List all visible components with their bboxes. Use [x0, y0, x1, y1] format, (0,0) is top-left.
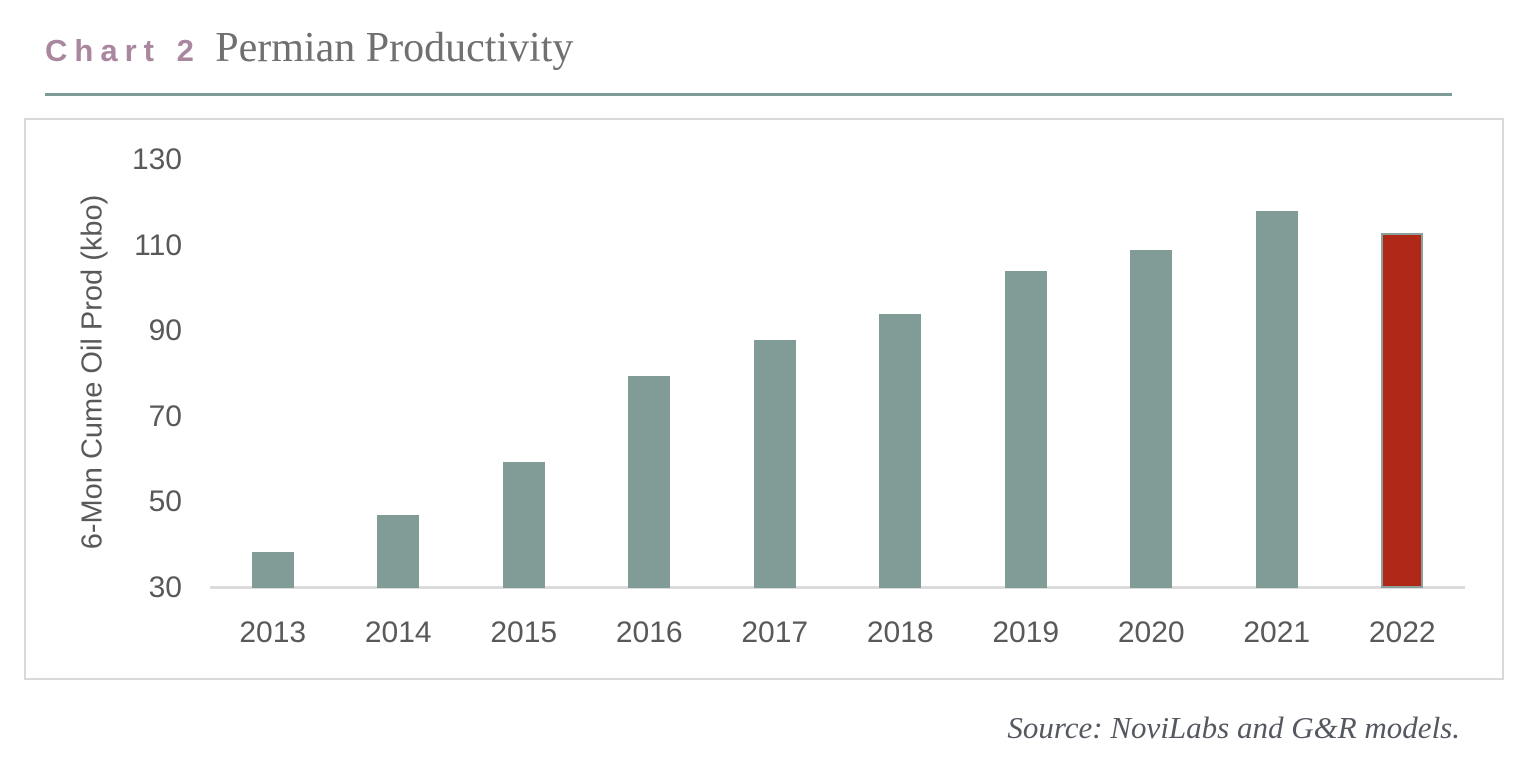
chart-number-label: Chart 2 [45, 33, 201, 68]
bar-2020 [1130, 249, 1173, 588]
x-tick-label: 2015 [490, 616, 558, 649]
x-tick-label: 2020 [1117, 616, 1185, 649]
title-divider-rule [45, 93, 1452, 96]
y-tick-label: 130 [131, 143, 182, 176]
bar-2015 [502, 461, 545, 588]
bar-2019 [1004, 271, 1047, 588]
plot-area [210, 160, 1465, 589]
x-tick-label: 2022 [1368, 616, 1436, 649]
x-tick-label: 2014 [364, 616, 432, 649]
y-tick-label: 90 [148, 314, 182, 348]
x-tick-label: 2016 [615, 616, 683, 649]
bar-2021 [1255, 211, 1298, 588]
bar-highlight-2022 [1381, 232, 1424, 588]
source-note: Source: NoviLabs and G&R models. [1007, 710, 1460, 745]
x-tick-label: 2018 [866, 616, 934, 649]
x-tick-label: 2013 [239, 616, 307, 649]
bar-2013 [251, 551, 294, 588]
y-tick-label: 50 [148, 485, 182, 519]
x-axis-line [210, 586, 1465, 589]
x-tick-label: 2019 [992, 616, 1060, 649]
x-tick-label: 2017 [741, 616, 809, 649]
chart-header: Chart 2 Permian Productivity [45, 24, 573, 72]
bar-2017 [753, 339, 796, 588]
y-tick-label: 70 [148, 399, 182, 433]
y-tick-label: 110 [134, 228, 182, 262]
x-axis-tick-labels: 2013 2014 2015 2016 2017 2018 2019 2020 2021 2022 [210, 615, 1465, 655]
x-tick-label: 2021 [1243, 616, 1311, 649]
bar-2014 [377, 515, 420, 588]
y-axis-tick-labels: 30 50 70 90 110 130 [26, 120, 182, 678]
bar-2018 [879, 314, 922, 588]
chart-frame: 6-Mon Cume Oil Prod (kbo) 30 50 70 90 110 130… [24, 118, 1504, 680]
y-tick-label: 30 [148, 571, 182, 604]
chart-title: Permian Productivity [215, 25, 574, 71]
bar-2016 [628, 376, 671, 588]
